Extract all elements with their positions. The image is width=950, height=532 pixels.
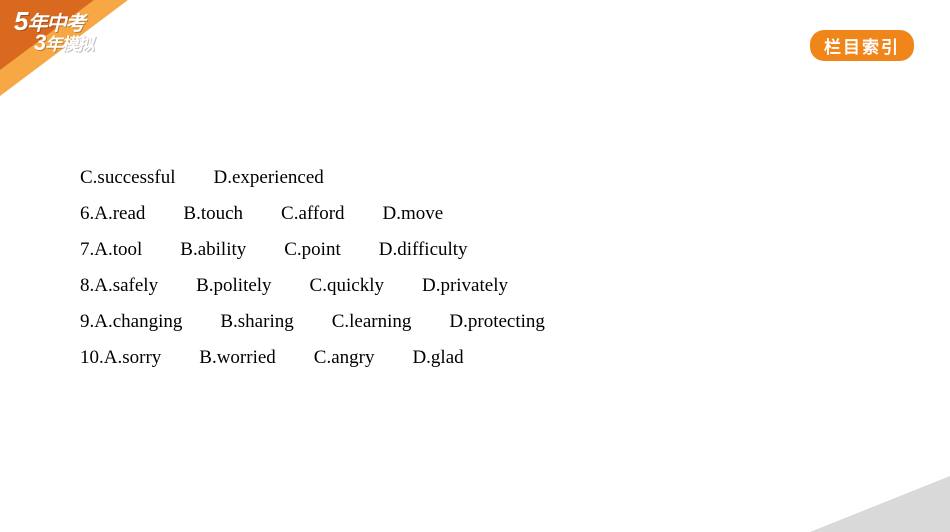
option-row: 6.A.read B.touch C.afford D.move — [80, 196, 870, 232]
option-row: C.successful D.experienced — [80, 160, 870, 196]
logo-line1-num: 5 — [14, 6, 27, 36]
logo-text-line2: 3年模拟 — [34, 30, 93, 56]
option-row: 10.A.sorry B.worried C.angry D.glad — [80, 340, 870, 376]
logo-line2-num: 3 — [34, 30, 45, 55]
brand-logo: 5年中考 3年模拟 — [0, 0, 130, 100]
question-options-block: C.successful D.experienced 6.A.read B.to… — [80, 160, 870, 376]
logo-line2-txt: 年模拟 — [45, 35, 93, 54]
page-corner-decoration — [810, 476, 950, 532]
option-row: 8.A.safely B.politely C.quickly D.privat… — [80, 268, 870, 304]
column-index-badge[interactable]: 栏目索引 — [810, 30, 914, 61]
option-row: 7.A.tool B.ability C.point D.difficulty — [80, 232, 870, 268]
option-row: 9.A.changing B.sharing C.learning D.prot… — [80, 304, 870, 340]
